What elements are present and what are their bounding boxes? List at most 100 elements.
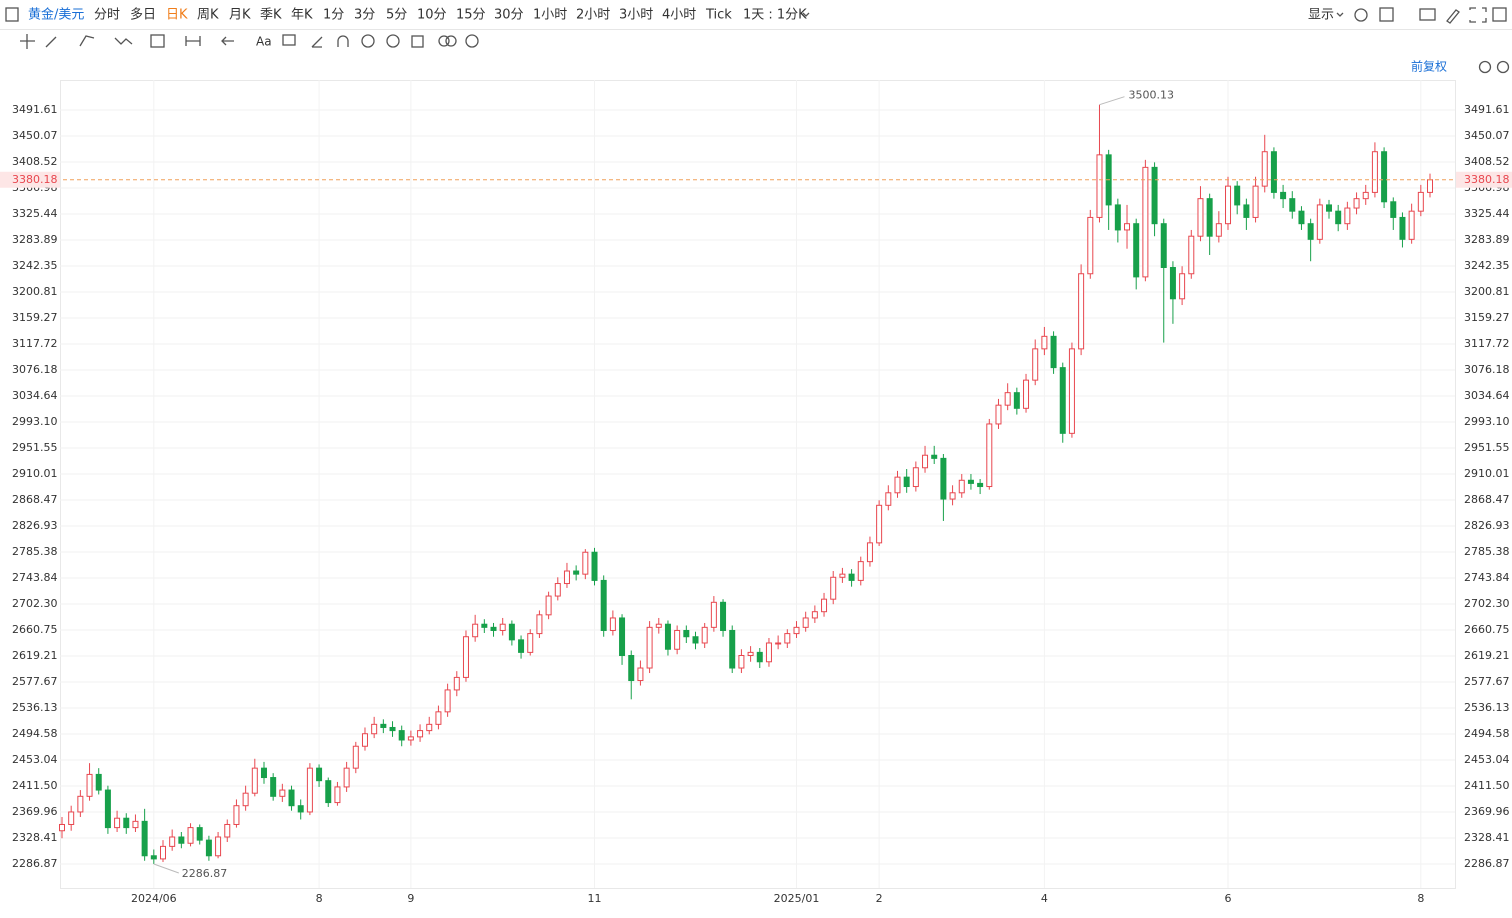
period-tab[interactable]: 30分 [494,8,524,23]
y-tick-label-right: 2785.38 [1464,545,1510,558]
candle-body [1362,191,1369,200]
symbol[interactable]: 黄金/美元 [28,7,84,23]
candle-body [1133,223,1140,278]
candle-body [674,629,681,650]
candle-body [389,726,396,732]
candle-body [958,479,965,494]
zoom-out[interactable] [1478,60,1492,74]
candle-body [811,611,818,619]
candle-body [775,642,782,645]
candle-body [830,576,837,600]
candle-body [490,626,497,631]
candle-body [802,617,809,628]
candle-body [848,573,855,581]
y-tick-label: 2411.50 [12,779,58,792]
candle-body [68,811,75,825]
settings-icon[interactable] [1354,8,1368,22]
period-tab[interactable]: 月K [229,8,251,23]
candle-body [1335,210,1342,225]
sidebar-icon[interactable] [1492,7,1507,22]
y-tick-label-right: 2577.67 [1464,675,1510,688]
panel-icon[interactable] [5,7,19,22]
y-tick-label-right: 3450.07 [1464,129,1510,142]
candle-body [481,623,488,628]
candle-body [1371,151,1378,193]
candle-body [270,777,277,797]
drawing-tools[interactable]: Aa [20,34,479,49]
y-tick-label: 2826.93 [12,519,58,532]
candle-body [196,827,203,841]
candle-body [931,454,938,459]
candle-body [159,845,166,860]
period-tab[interactable]: 4小时 [662,8,696,23]
period-tab[interactable]: 多日 [130,7,156,23]
candle-body [1270,151,1277,193]
candle-body [1142,166,1149,278]
adjust-toggle[interactable]: 前复权 [1411,59,1447,74]
plot-frame [60,80,1456,889]
candle-body [729,629,736,669]
period-tab[interactable]: 10分 [417,8,447,23]
period-tab[interactable]: 日K [166,8,188,23]
candle-body [472,623,479,638]
candle-body [1206,198,1213,237]
candle-body [114,817,121,829]
candle-body [371,723,378,735]
candle-body [1381,151,1388,203]
period-tab[interactable]: 3小时 [619,8,653,23]
camera-icon[interactable] [1419,8,1436,21]
candle-body [417,730,424,738]
candle-body [104,789,111,829]
y-tick-label-right: 2702.30 [1464,597,1510,610]
candle-body [1417,191,1424,212]
period-tab[interactable]: 2小时 [576,8,610,23]
layout-icon[interactable] [1379,7,1394,22]
candle-body [343,767,350,788]
candle-body [995,404,1002,425]
candle-body [1114,204,1121,231]
period-tab[interactable]: 3分 [354,8,375,23]
candle-body [1307,223,1314,240]
period-tab[interactable]: 季K [260,8,282,23]
candle-body [407,736,414,741]
period-tab[interactable]: 1分 [323,8,344,23]
candle-body [1215,223,1222,237]
period-tab[interactable]: 周K [197,8,219,23]
y-tick-label: 2619.21 [12,649,58,662]
candle-body [527,633,534,653]
candle-body [894,476,901,494]
period-tab[interactable]: 分时 [94,8,120,23]
y-tick-label: 2910.01 [12,467,58,480]
y-tick-label-right: 3076.18 [1464,363,1510,376]
period-tab[interactable]: 1小时 [533,8,567,23]
y-tick-label: 3325.44 [12,207,58,220]
candle-body [1041,335,1048,350]
period-tab[interactable]: 15分 [456,8,486,23]
period-tab[interactable]: 5分 [386,8,407,23]
x-tick-label: 2025/01 [774,892,820,905]
candle-body [150,855,157,860]
range-select[interactable]: 1天 : 1分K [743,8,807,23]
candle-body [187,827,194,844]
candle-body [563,570,570,585]
candle-body [1289,198,1296,212]
period-tab[interactable]: Tick [705,8,732,23]
fullscreen-icon[interactable] [1469,7,1487,23]
candle-body [940,457,947,500]
y-tick-label: 3117.72 [12,337,58,350]
candle-body [1326,204,1333,212]
min-leader [153,863,179,874]
edit-icon[interactable] [1446,9,1460,24]
candle-body [1243,204,1250,218]
candle-body [242,792,249,807]
y-tick-label: 2951.55 [12,441,58,454]
zoom-in[interactable] [1496,60,1510,74]
candle-body [977,482,984,488]
period-tab[interactable]: 年K [291,8,313,23]
svg-text:Aa: Aa [256,35,272,49]
y-tick-label-right: 2743.84 [1464,571,1510,584]
candle-body [297,805,304,813]
max-leader [1099,96,1125,106]
display-menu[interactable]: 显示 [1308,8,1334,23]
